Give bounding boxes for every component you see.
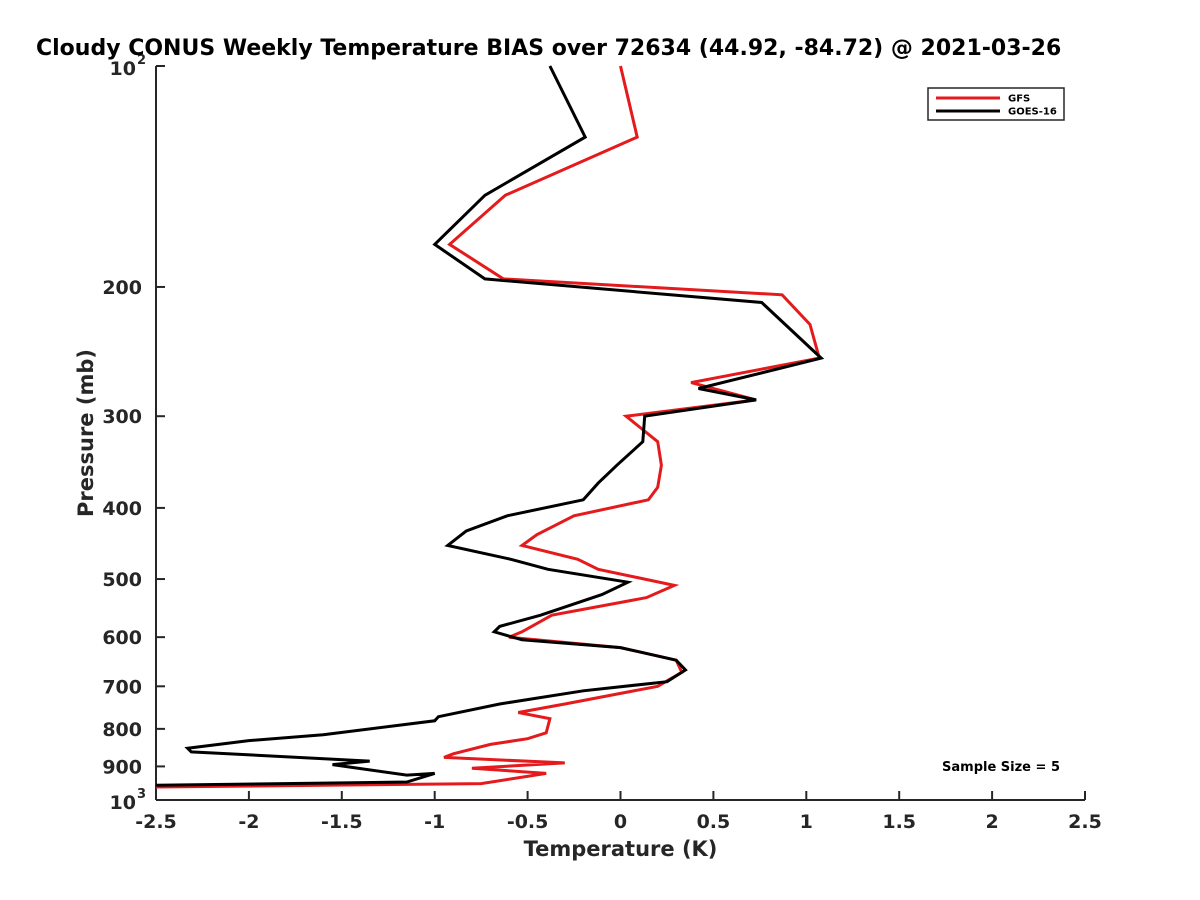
y-tick-label: 300 [102, 406, 142, 428]
x-tick-label: 0 [614, 811, 627, 833]
y-tick-label: 800 [102, 719, 142, 741]
y-tick-label: 400 [102, 498, 142, 520]
y-tick-label: 500 [102, 569, 142, 591]
series-line-goes-16 [155, 65, 825, 787]
y-tick-exponent: 2 [137, 53, 146, 68]
x-tick-label: -0.5 [507, 811, 549, 833]
x-tick-label: 1 [800, 811, 813, 833]
x-tick-label: 1.5 [882, 811, 916, 833]
x-axis-label: Temperature (K) [524, 837, 718, 861]
y-tick-label: 700 [102, 676, 142, 698]
x-tick-label: -1.5 [321, 811, 363, 833]
y-tick-label: 900 [102, 756, 142, 778]
legend-box [927, 87, 1065, 121]
sample-size-annotation: Sample Size = 5 [942, 760, 1060, 775]
y-tick-label: 600 [102, 627, 142, 649]
x-tick-label: 2 [985, 811, 998, 833]
x-tick-label: 0.5 [697, 811, 731, 833]
y-tick-label: 10 [110, 58, 136, 80]
series-lines [155, 65, 825, 789]
legend-entry-gfs: GFS [1008, 94, 1030, 105]
chart-title: Cloudy CONUS Weekly Temperature BIAS ove… [36, 36, 1061, 61]
legend-entry-goes-16: GOES-16 [1008, 107, 1057, 118]
x-tick-label: -1 [424, 811, 445, 833]
y-tick-label: 200 [102, 277, 142, 299]
x-tick-label: -2.5 [135, 811, 177, 833]
y-tick-label: 10 [110, 792, 136, 814]
y-tick-exponent: 3 [137, 787, 146, 802]
y-axis-label: Pressure (mb) [74, 349, 98, 517]
x-tick-label: 2.5 [1068, 811, 1102, 833]
series-line-gfs [155, 65, 822, 789]
legend: GFS GOES-16 [927, 87, 1065, 121]
x-tick-label: -2 [238, 811, 259, 833]
axes: -2.5 -2 -1.5 -1 -0.5 0 0.5 1 1.5 2 2.510 2200300400… [74, 53, 1102, 861]
